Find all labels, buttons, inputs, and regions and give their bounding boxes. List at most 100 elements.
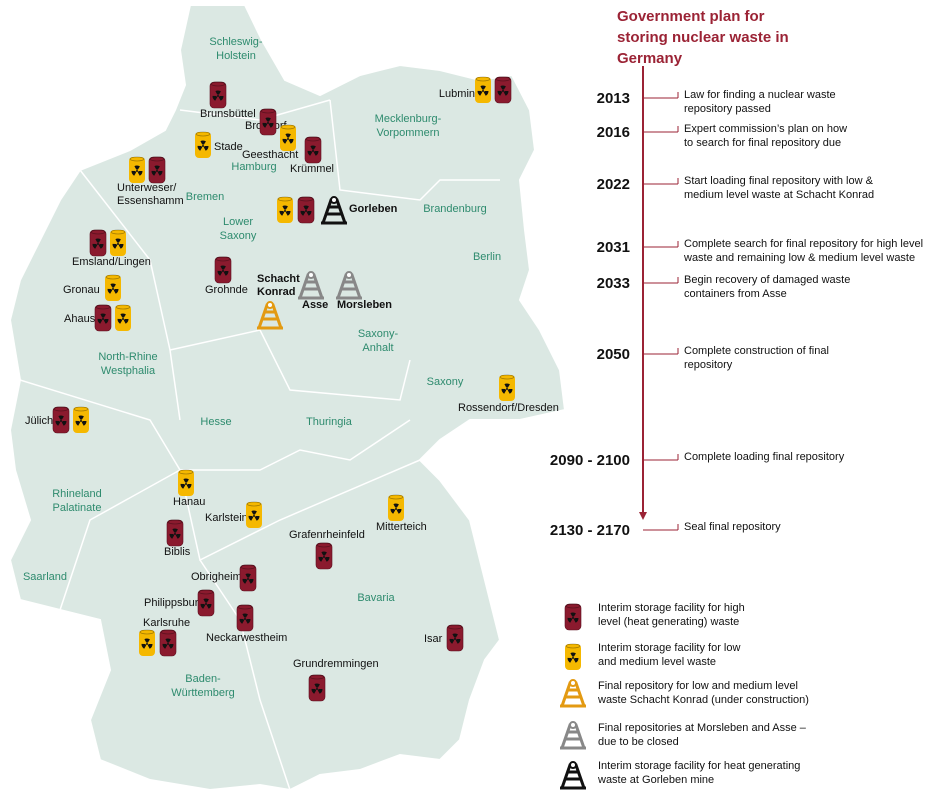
mine-icon (321, 196, 347, 225)
radiation-core (167, 643, 169, 645)
state-label: Holstein (216, 50, 256, 62)
site-label: Essenshamm (117, 195, 184, 207)
state-label: Lower (223, 216, 253, 228)
mine-wheel (569, 679, 577, 687)
mine-wheel (569, 721, 577, 729)
state-label: Mecklenburg- (375, 113, 442, 125)
radiation-core (60, 420, 62, 422)
mine-icon (560, 761, 586, 790)
content: Government plan for storing nuclear waste… (23, 8, 923, 790)
barrel-top (305, 136, 321, 142)
timeline-event: containers from Asse (684, 288, 787, 300)
state-label: Saxony- (358, 328, 399, 340)
barrel-top (240, 564, 256, 570)
barrel-top (246, 501, 262, 507)
radiation-core (112, 288, 114, 290)
barrel-icon (195, 131, 211, 158)
radiation-core (395, 508, 397, 510)
state-label: Bremen (186, 191, 225, 203)
radiation-blades (567, 612, 579, 624)
barrel-top (160, 629, 176, 635)
barrel-top (565, 643, 581, 649)
radiation-blades (107, 283, 119, 295)
barrel-top (215, 256, 231, 262)
state-label: Westphalia (101, 365, 156, 377)
state-label: Vorpommern (377, 127, 440, 139)
state-label: Saarland (23, 571, 67, 583)
timeline-year: 2016 (597, 124, 630, 141)
barrel-top (198, 589, 214, 595)
timeline-year: 2033 (597, 275, 630, 292)
radiation-core (80, 420, 82, 422)
barrel-top (475, 76, 491, 82)
site-label: Asse (302, 299, 328, 311)
radiation-core (454, 638, 456, 640)
radiation-blades (92, 238, 104, 250)
barrel-icon (139, 629, 155, 656)
site-label: Emsland/Lingen (72, 256, 151, 268)
radiation-blades (477, 85, 489, 97)
barrel-icon (89, 229, 107, 257)
timeline-year: 2022 (597, 176, 630, 193)
barrel-top (195, 131, 211, 137)
barrel-icon (564, 603, 582, 631)
barrel-icon (209, 81, 227, 109)
barrel-top (565, 603, 581, 609)
barrel-top (298, 196, 314, 202)
radiation-blades (282, 133, 294, 145)
mine-wheel (266, 301, 274, 309)
radiation-core (482, 90, 484, 92)
timeline-event: Seal final repository (684, 521, 781, 533)
state-label: Brandenburg (423, 203, 487, 215)
site-label: Rossendorf/Dresden (458, 402, 559, 414)
barrel-icon (565, 643, 581, 670)
radiation-core (287, 138, 289, 140)
title: Germany (617, 50, 683, 67)
mine-icon (298, 271, 324, 300)
radiation-core (247, 578, 249, 580)
barrel-top (105, 274, 121, 280)
timeline-connector (643, 348, 679, 355)
radiation-core (316, 688, 318, 690)
state-label: Berlin (473, 251, 501, 263)
site-label: Grundremmingen (293, 658, 379, 670)
barrel-icon (159, 629, 177, 657)
barrel-top (115, 304, 131, 310)
legend-label: Final repositories at Morsleben and Asse… (598, 722, 807, 734)
mine-icon (257, 301, 283, 330)
site-label: Stade (214, 141, 243, 153)
state-label: Saxony (220, 230, 257, 242)
barrel-icon (246, 501, 262, 528)
barrel-top (499, 374, 515, 380)
barrel-icon (280, 124, 296, 151)
mine-wheel (569, 761, 577, 769)
legend-label: level (heat generating) waste (598, 616, 739, 628)
barrel-top (309, 674, 325, 680)
timeline-connector (643, 126, 679, 133)
radiation-blades (567, 652, 579, 664)
barrel-top (53, 406, 69, 412)
barrel-top (167, 519, 183, 525)
radiation-blades (390, 503, 402, 515)
site-label: Konrad (257, 286, 296, 298)
radiation-core (305, 210, 307, 212)
radiation-core (117, 243, 119, 245)
state-label: Hamburg (231, 161, 276, 173)
site-label: Brunsbüttel (200, 108, 256, 120)
radiation-core (122, 318, 124, 320)
state-label: Thuringia (306, 416, 353, 428)
barrel-top (210, 81, 226, 87)
site-label: Schacht (257, 273, 300, 285)
mine-icon (560, 679, 586, 708)
barrel-icon (236, 604, 254, 632)
barrel-icon (475, 76, 491, 103)
site-label: Hanau (173, 496, 205, 508)
timeline-connector (643, 241, 679, 248)
timeline-event: to search for final repository due (684, 137, 841, 149)
timeline-event: repository (684, 359, 733, 371)
legend-label: Interim storage facility for high (598, 602, 745, 614)
mine-icon (560, 721, 586, 750)
legend-label: waste at Gorleben mine (597, 774, 714, 786)
barrel-top (447, 624, 463, 630)
